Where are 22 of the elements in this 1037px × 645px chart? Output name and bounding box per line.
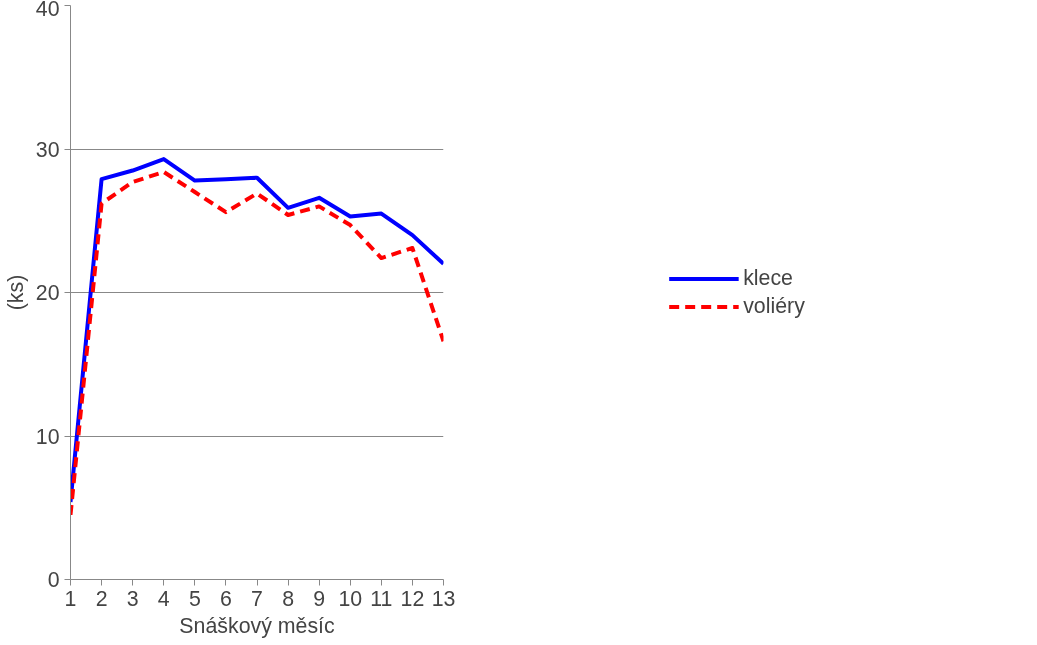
legend-label: klece [743,265,793,291]
y-tick-label: 10 [35,424,60,449]
x-tick-label: 9 [313,586,326,611]
x-tick-label: 2 [95,586,108,611]
legend-label: voliéry [743,293,805,319]
x-axis-title: Snáškový měsíc [179,613,335,638]
y-tick-label: 20 [35,281,60,305]
y-tick-label: 0 [47,568,60,592]
x-tick-label: 12 [400,586,425,611]
x-tick-label: 6 [219,586,232,611]
x-tick-label: 8 [282,586,295,611]
x-tick-label: 7 [251,586,263,611]
x-tick-label: 4 [157,586,170,611]
x-tick-label: 1 [64,586,77,611]
x-tick-label: 11 [370,586,393,611]
x-tick-label: 13 [431,586,456,611]
x-tick-label: 3 [126,586,139,611]
x-tick-label: 10 [338,586,363,611]
y-tick-label: 30 [35,137,60,162]
y-tick-label: 40 [35,0,60,21]
x-tick-label: 5 [188,586,201,611]
y-axis-title: (ks) [3,274,28,311]
